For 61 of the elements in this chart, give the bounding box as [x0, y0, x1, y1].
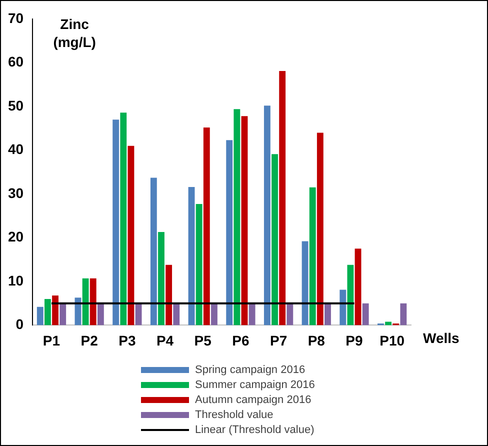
bar	[97, 303, 104, 326]
bar	[354, 248, 362, 326]
x-tick-label: P7	[270, 332, 288, 348]
x-tick-label: P6	[232, 332, 250, 348]
x-tick-label: P3	[118, 332, 136, 348]
bar	[286, 303, 294, 326]
y-tick-label: 40	[8, 141, 24, 158]
bar	[347, 264, 354, 326]
bar	[173, 303, 180, 326]
bar	[203, 127, 210, 326]
bar	[362, 303, 369, 326]
y-tick-label: 70	[8, 10, 24, 26]
bar	[272, 154, 278, 326]
bar	[60, 303, 66, 326]
bar	[158, 232, 164, 326]
bar	[112, 120, 120, 326]
y-tick-label: 60	[8, 54, 24, 70]
bar	[340, 290, 346, 326]
legend-label: Summer campaign 2016	[195, 378, 315, 390]
bar	[248, 303, 256, 326]
bar	[226, 140, 233, 326]
y-tick-label: 10	[8, 272, 24, 288]
bar	[241, 116, 248, 326]
legend-label: Linear (Threshold value)	[195, 424, 314, 436]
x-tick-label: P4	[156, 332, 174, 348]
x-tick-label: P9	[346, 332, 364, 348]
x-axis-title: Wells	[423, 330, 460, 346]
bar	[166, 264, 172, 326]
x-tick-label: P2	[80, 332, 98, 348]
bar	[150, 178, 157, 326]
bar	[324, 303, 331, 326]
bar	[234, 109, 240, 326]
y-tick-label: 30	[8, 184, 24, 201]
bar	[196, 204, 202, 326]
legend-label: Threshold value	[195, 408, 274, 420]
bar	[120, 112, 127, 326]
bar	[264, 106, 270, 326]
bar	[309, 187, 316, 326]
legend-label: Autumn campaign 2016	[195, 394, 312, 406]
y-tick-label: 0	[16, 316, 24, 332]
y-tick-label: 50	[8, 97, 24, 114]
legend-label: Spring campaign 2016	[195, 364, 306, 376]
x-tick-label: P5	[194, 332, 212, 348]
x-tick-label: P8	[308, 332, 326, 348]
bar	[128, 146, 134, 326]
bar	[44, 298, 51, 326]
x-tick-label: P1	[42, 332, 60, 348]
bar	[400, 303, 407, 326]
bar	[82, 278, 89, 326]
bar	[211, 303, 218, 326]
bar	[52, 295, 58, 326]
bar	[316, 132, 324, 326]
bar	[279, 71, 286, 326]
bar	[90, 278, 96, 326]
bar	[302, 241, 308, 326]
x-tick-label: P10	[380, 332, 405, 348]
y-axis-title: Zinc (mg/L)	[53, 16, 96, 50]
bar	[36, 306, 44, 326]
bar	[188, 186, 195, 326]
y-tick-label: 20	[8, 228, 24, 245]
bar	[385, 322, 392, 326]
